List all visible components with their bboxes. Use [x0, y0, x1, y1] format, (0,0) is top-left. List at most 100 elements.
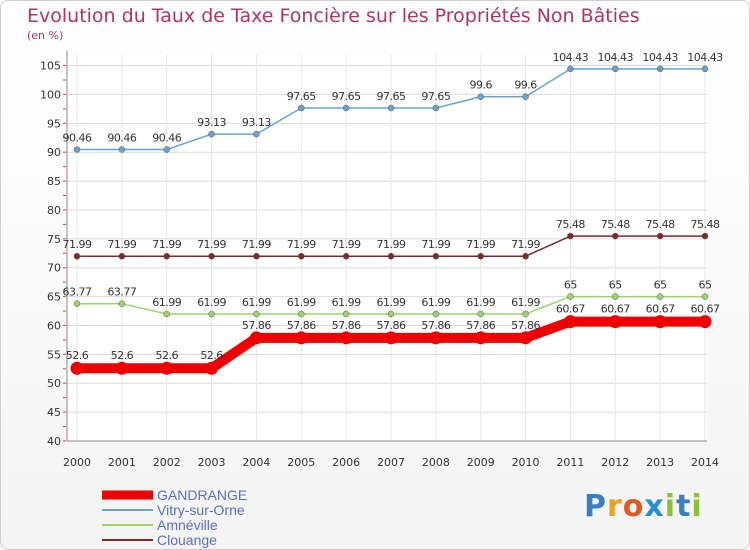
plot-area [67, 54, 707, 441]
logo-letter: P [584, 489, 607, 524]
y-tick-label: 85 [47, 175, 61, 188]
data-label: 61.99 [332, 296, 361, 309]
logo-letter: x [644, 489, 665, 524]
data-label: 57.86 [511, 319, 540, 332]
data-point [701, 232, 709, 240]
data-point [563, 315, 577, 329]
x-tick-label: 2011 [556, 456, 584, 469]
data-label: 71.99 [197, 238, 226, 251]
data-label: 71.99 [377, 238, 406, 251]
data-label: 52.6 [111, 349, 134, 362]
legend-label: Vitry-sur-Orne [157, 502, 245, 518]
y-tick-label: 45 [47, 406, 61, 419]
y-tick-label: 60 [47, 319, 61, 332]
data-point [163, 310, 170, 318]
data-label: 104.43 [642, 51, 678, 64]
x-tick-label: 2007 [377, 456, 405, 469]
y-axis-unit: (en %) [27, 29, 64, 42]
data-label: 61.99 [466, 296, 495, 309]
data-point [429, 331, 443, 345]
legend-label: GANDRANGE [157, 487, 247, 503]
x-tick-label: 2012 [601, 456, 629, 469]
legend-label: Amnéville [157, 517, 218, 533]
data-point [115, 361, 129, 375]
data-point [298, 104, 305, 112]
data-label: 71.99 [107, 238, 136, 251]
data-label: 71.99 [466, 238, 495, 251]
x-tick-label: 2014 [691, 456, 719, 469]
data-point [477, 310, 484, 318]
data-label: 75.48 [646, 218, 675, 231]
data-point [608, 315, 622, 329]
y-tick-label: 100 [40, 88, 61, 101]
x-tick-label: 2000 [63, 456, 91, 469]
data-label: 104.43 [598, 51, 634, 64]
x-tick-label: 2003 [198, 456, 226, 469]
data-label: 61.99 [511, 296, 540, 309]
y-tick-label: 80 [47, 204, 61, 217]
data-point [339, 331, 353, 345]
data-point [612, 293, 619, 300]
data-point [163, 146, 170, 153]
data-point [205, 361, 219, 375]
data-label: 52.6 [155, 349, 178, 362]
data-point [298, 310, 305, 318]
x-tick-label: 2001 [108, 456, 136, 469]
data-label: 97.65 [287, 90, 316, 103]
data-point [208, 310, 215, 318]
data-point [567, 232, 574, 240]
data-point [653, 315, 667, 329]
data-point [522, 93, 529, 100]
data-point [70, 361, 84, 375]
data-label: 65 [654, 279, 667, 292]
logo-letter: t [676, 489, 692, 524]
data-point [432, 252, 440, 260]
data-label: 52.6 [66, 349, 89, 362]
data-point [701, 65, 709, 73]
y-tick-label: 105 [40, 60, 61, 73]
data-label: 71.99 [421, 238, 450, 251]
data-point [519, 331, 533, 345]
data-label: 71.99 [63, 238, 92, 251]
data-point [477, 252, 484, 260]
data-label: 60.67 [556, 303, 585, 316]
data-point [208, 130, 215, 138]
data-label: 63.77 [107, 286, 136, 299]
data-label: 61.99 [421, 296, 450, 309]
chart-title: Evolution du Taux de Taxe Foncière sur l… [27, 5, 640, 27]
data-label: 97.65 [332, 90, 361, 103]
data-point [342, 104, 350, 112]
data-label: 57.86 [287, 319, 316, 332]
data-point [298, 252, 305, 260]
data-point [387, 310, 395, 318]
data-label: 60.67 [646, 303, 675, 316]
data-point [522, 252, 529, 260]
data-label: 57.86 [242, 319, 271, 332]
data-label: 61.99 [152, 296, 181, 309]
data-label: 97.65 [377, 90, 406, 103]
data-point [73, 300, 81, 307]
x-tick-label: 2009 [467, 456, 495, 469]
y-tick-label: 55 [47, 348, 61, 361]
y-tick-label: 90 [47, 146, 61, 159]
data-label: 65 [564, 279, 577, 292]
data-point [342, 252, 350, 260]
data-label: 57.86 [332, 319, 361, 332]
data-point [656, 293, 664, 300]
data-point [656, 232, 664, 240]
data-point [73, 146, 81, 153]
data-label: 93.13 [242, 116, 271, 129]
data-label: 61.99 [197, 296, 226, 309]
data-label: 71.99 [332, 238, 361, 251]
data-label: 99.6 [514, 79, 537, 92]
data-point [253, 310, 260, 318]
x-tick-label: 2013 [646, 456, 674, 469]
data-point [253, 130, 260, 138]
data-point [477, 93, 484, 100]
data-point [474, 331, 488, 345]
data-point [612, 232, 619, 240]
data-point [384, 331, 398, 345]
data-point [698, 315, 712, 329]
